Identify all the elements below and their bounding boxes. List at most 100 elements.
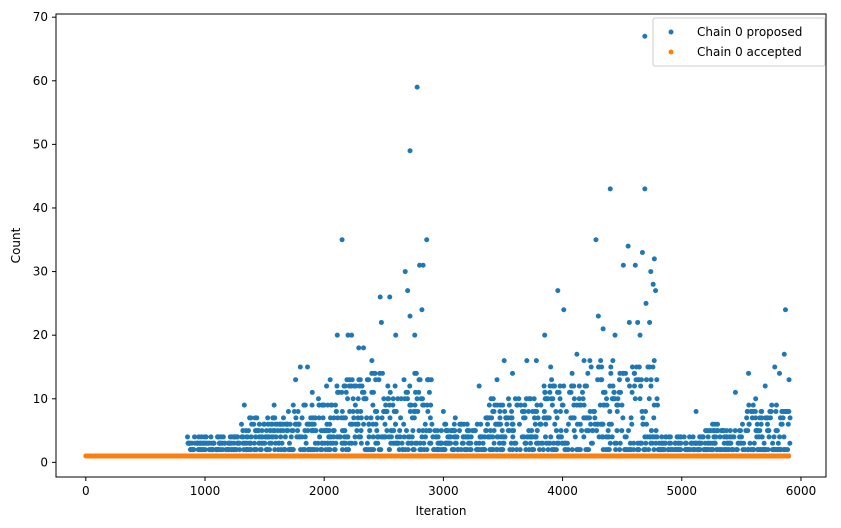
proposed-point [592, 415, 598, 421]
proposed-point [571, 415, 577, 421]
proposed-point [500, 402, 506, 408]
proposed-point [649, 440, 655, 446]
proposed-point [422, 434, 428, 440]
proposed-point [451, 447, 457, 453]
proposed-point [646, 396, 652, 402]
proposed-point [226, 440, 232, 446]
proposed-point [408, 402, 414, 408]
proposed-point [278, 434, 284, 440]
x-tick-label: 2000 [309, 484, 340, 498]
proposed-point [472, 428, 478, 434]
proposed-point [478, 421, 484, 427]
proposed-point [491, 440, 497, 446]
x-tick-label: 0 [82, 484, 90, 498]
points-layer [83, 33, 793, 459]
proposed-point [537, 447, 543, 453]
proposed-point [339, 237, 345, 243]
proposed-point [381, 396, 387, 402]
proposed-point [605, 428, 611, 434]
proposed-point [440, 408, 446, 414]
proposed-point [280, 428, 286, 434]
proposed-point [451, 421, 457, 427]
proposed-point [571, 428, 577, 434]
proposed-point [569, 370, 575, 376]
proposed-point [327, 447, 333, 453]
proposed-point [339, 447, 345, 453]
proposed-point [541, 383, 547, 389]
proposed-point [293, 415, 299, 421]
proposed-point [552, 421, 558, 427]
proposed-point [631, 383, 637, 389]
proposed-point [359, 383, 365, 389]
proposed-point [245, 428, 251, 434]
proposed-point [517, 447, 523, 453]
proposed-point [757, 428, 763, 434]
proposed-point [439, 440, 445, 446]
proposed-point [543, 434, 549, 440]
proposed-point [643, 408, 649, 414]
proposed-point [434, 428, 440, 434]
proposed-point [599, 364, 605, 370]
proposed-point [532, 421, 538, 427]
proposed-point [366, 434, 372, 440]
proposed-point [401, 421, 407, 427]
proposed-point [351, 415, 357, 421]
proposed-point [650, 364, 656, 370]
proposed-point [741, 440, 747, 446]
proposed-point [563, 428, 569, 434]
proposed-point [376, 377, 382, 383]
proposed-point [279, 440, 285, 446]
proposed-point [690, 434, 696, 440]
proposed-point [580, 396, 586, 402]
proposed-point [556, 440, 562, 446]
proposed-point [697, 447, 703, 453]
proposed-point [642, 33, 648, 39]
legend-marker-proposed [668, 29, 674, 35]
proposed-point [526, 408, 532, 414]
proposed-point [600, 326, 606, 332]
proposed-point [352, 440, 358, 446]
proposed-point [577, 447, 583, 453]
proposed-point [510, 421, 516, 427]
proposed-point [331, 415, 337, 421]
y-tick-label: 60 [33, 74, 48, 88]
proposed-point [454, 434, 460, 440]
proposed-point [403, 428, 409, 434]
proposed-point [595, 313, 601, 319]
proposed-point [361, 389, 367, 395]
proposed-point [419, 434, 425, 440]
proposed-point [398, 415, 404, 421]
proposed-point [402, 269, 408, 275]
proposed-point [476, 440, 482, 446]
proposed-point [510, 447, 516, 453]
proposed-point [349, 377, 355, 383]
proposed-point [282, 447, 288, 453]
proposed-point [625, 243, 631, 249]
proposed-point [651, 256, 657, 262]
proposed-point [600, 421, 606, 427]
proposed-point [636, 364, 642, 370]
proposed-point [614, 408, 620, 414]
proposed-point [485, 421, 491, 427]
proposed-point [248, 447, 254, 453]
proposed-point [375, 415, 381, 421]
proposed-point [639, 408, 645, 414]
proposed-point [713, 434, 719, 440]
proposed-point [332, 447, 338, 453]
proposed-point [267, 447, 273, 453]
proposed-point [614, 428, 620, 434]
proposed-point [417, 377, 423, 383]
proposed-point [424, 447, 430, 453]
proposed-point [421, 440, 427, 446]
proposed-point [399, 440, 405, 446]
proposed-point [548, 364, 554, 370]
proposed-point [521, 408, 527, 414]
proposed-point [662, 447, 668, 453]
proposed-point [639, 440, 645, 446]
proposed-point [636, 447, 642, 453]
proposed-point [384, 428, 390, 434]
proposed-point [411, 447, 417, 453]
proposed-point [786, 377, 792, 383]
proposed-point [280, 415, 286, 421]
proposed-point [349, 440, 355, 446]
